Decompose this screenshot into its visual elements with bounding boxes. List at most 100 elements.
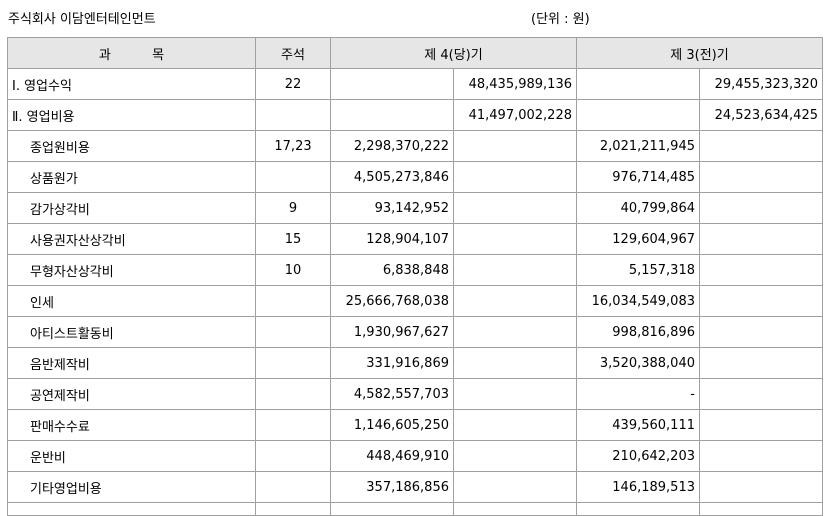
row-prior-total: 24,523,634,425 bbox=[699, 99, 823, 131]
row-current-detail bbox=[330, 99, 454, 131]
row-item-label: 아티스트활동비 bbox=[7, 316, 256, 348]
row-prior-detail: 3,520,388,040 bbox=[576, 347, 700, 379]
table-row: 인세 25,666,768,038 16,034,549,083 bbox=[7, 285, 823, 317]
row-note: 10 bbox=[255, 254, 331, 286]
table-row: Ⅰ. 영업수익 22 48,435,989,136 29,455,323,320 bbox=[7, 68, 823, 100]
row-current-detail: 93,142,952 bbox=[330, 192, 454, 224]
row-note bbox=[255, 99, 331, 131]
row-prior-detail: - bbox=[576, 378, 700, 410]
header-current-period: 제 4(당)기 bbox=[330, 37, 577, 69]
row-current-detail: 25,666,768,038 bbox=[330, 285, 454, 317]
row-prior-total bbox=[699, 440, 823, 472]
row-prior-detail: 146,189,513 bbox=[576, 471, 700, 503]
table-row: 판매수수료 1,146,605,250 439,560,111 bbox=[7, 409, 823, 441]
table-row: Ⅱ. 영업비용 41,497,002,228 24,523,634,425 bbox=[7, 99, 823, 131]
company-name: 주식회사 이담엔터테인먼트 bbox=[8, 12, 156, 27]
row-prior-total bbox=[699, 471, 823, 503]
row-note bbox=[255, 347, 331, 379]
empty-cell bbox=[699, 502, 823, 516]
table-row: 종업원비용 17,23 2,298,370,222 2,021,211,945 bbox=[7, 130, 823, 162]
row-item-label: 사용권자산상각비 bbox=[7, 223, 256, 255]
table-row: 사용권자산상각비 15 128,904,107 129,604,967 bbox=[7, 223, 823, 255]
row-current-total bbox=[453, 409, 577, 441]
row-prior-detail: 16,034,549,083 bbox=[576, 285, 700, 317]
header-row: 과 목 주석 제 4(당)기 제 3(전)기 bbox=[7, 37, 823, 69]
row-prior-total bbox=[699, 347, 823, 379]
row-current-detail: 4,582,557,703 bbox=[330, 378, 454, 410]
row-current-total bbox=[453, 316, 577, 348]
row-note bbox=[255, 378, 331, 410]
row-item-label: 음반제작비 bbox=[7, 347, 256, 379]
row-item-label: 무형자산상각비 bbox=[7, 254, 256, 286]
empty-cell bbox=[330, 502, 454, 516]
row-note bbox=[255, 161, 331, 193]
row-current-total bbox=[453, 254, 577, 286]
row-note bbox=[255, 316, 331, 348]
table-body: Ⅰ. 영업수익 22 48,435,989,136 29,455,323,320 Ⅱ. … bbox=[7, 68, 823, 516]
row-prior-total bbox=[699, 409, 823, 441]
row-item-label: 기타영업비용 bbox=[7, 471, 256, 503]
row-prior-detail: 129,604,967 bbox=[576, 223, 700, 255]
row-prior-total bbox=[699, 130, 823, 162]
row-current-total bbox=[453, 347, 577, 379]
table-row: 기타영업비용 357,186,856 146,189,513 bbox=[7, 471, 823, 503]
row-prior-total bbox=[699, 285, 823, 317]
row-note: 9 bbox=[255, 192, 331, 224]
row-item-label: 인세 bbox=[7, 285, 256, 317]
row-note bbox=[255, 409, 331, 441]
header-item: 과 목 bbox=[7, 37, 256, 69]
row-note: 22 bbox=[255, 68, 331, 100]
row-note bbox=[255, 285, 331, 317]
table-row: 공연제작비 4,582,557,703 - bbox=[7, 378, 823, 410]
row-current-detail: 1,146,605,250 bbox=[330, 409, 454, 441]
table-row: 아티스트활동비 1,930,967,627 998,816,896 bbox=[7, 316, 823, 348]
row-prior-detail: 976,714,485 bbox=[576, 161, 700, 193]
row-item-label: 종업원비용 bbox=[7, 130, 256, 162]
row-item-label: 감가상각비 bbox=[7, 192, 256, 224]
header-prior-period: 제 3(전)기 bbox=[576, 37, 823, 69]
empty-cell bbox=[576, 502, 700, 516]
empty-cell bbox=[7, 502, 256, 516]
unit-label: (단위 : 원) bbox=[531, 12, 590, 27]
row-current-detail: 4,505,273,846 bbox=[330, 161, 454, 193]
row-item-label: 공연제작비 bbox=[7, 378, 256, 410]
row-current-detail: 6,838,848 bbox=[330, 254, 454, 286]
row-item-label: 운반비 bbox=[7, 440, 256, 472]
empty-cell bbox=[255, 502, 331, 516]
row-current-total bbox=[453, 378, 577, 410]
row-prior-detail: 5,157,318 bbox=[576, 254, 700, 286]
row-current-detail: 331,916,869 bbox=[330, 347, 454, 379]
row-current-detail: 2,298,370,222 bbox=[330, 130, 454, 162]
row-current-total bbox=[453, 440, 577, 472]
row-current-total bbox=[453, 285, 577, 317]
row-current-total bbox=[453, 471, 577, 503]
row-current-total bbox=[453, 223, 577, 255]
row-note bbox=[255, 471, 331, 503]
table-row: 음반제작비 331,916,869 3,520,388,040 bbox=[7, 347, 823, 379]
row-item-label: Ⅱ. 영업비용 bbox=[7, 99, 256, 131]
row-prior-total bbox=[699, 378, 823, 410]
row-prior-detail: 439,560,111 bbox=[576, 409, 700, 441]
row-prior-detail: 40,799,864 bbox=[576, 192, 700, 224]
table-row: 운반비 448,469,910 210,642,203 bbox=[7, 440, 823, 472]
row-note: 17,23 bbox=[255, 130, 331, 162]
table-row: 상품원가 4,505,273,846 976,714,485 bbox=[7, 161, 823, 193]
empty-cell bbox=[453, 502, 577, 516]
table-row-partial bbox=[7, 502, 823, 516]
income-statement-table: 과 목 주석 제 4(당)기 제 3(전)기 Ⅰ. 영업수익 22 48,435,9… bbox=[7, 37, 823, 516]
row-current-total: 48,435,989,136 bbox=[453, 68, 577, 100]
row-note: 15 bbox=[255, 223, 331, 255]
row-current-detail: 128,904,107 bbox=[330, 223, 454, 255]
row-current-detail: 448,469,910 bbox=[330, 440, 454, 472]
row-current-total bbox=[453, 130, 577, 162]
row-item-label: 판매수수료 bbox=[7, 409, 256, 441]
row-prior-total bbox=[699, 223, 823, 255]
row-item-label: Ⅰ. 영업수익 bbox=[7, 68, 256, 100]
row-prior-total bbox=[699, 254, 823, 286]
row-current-total bbox=[453, 192, 577, 224]
row-item-label: 상품원가 bbox=[7, 161, 256, 193]
row-current-detail bbox=[330, 68, 454, 100]
row-prior-detail bbox=[576, 68, 700, 100]
table-row: 무형자산상각비 10 6,838,848 5,157,318 bbox=[7, 254, 823, 286]
table-row: 감가상각비 9 93,142,952 40,799,864 bbox=[7, 192, 823, 224]
